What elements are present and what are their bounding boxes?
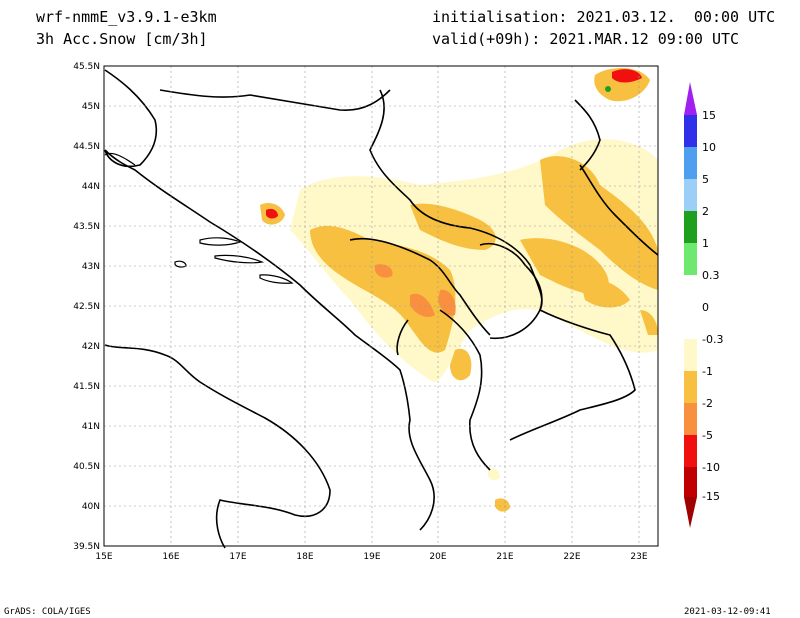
colorbar-label: 1 [702,237,709,250]
colorbar-label: -0.3 [702,333,723,346]
initialisation-time: initialisation: 2021.03.12. 00:00 UTC [432,8,776,26]
lat-tick: 41.5N [73,382,100,392]
lat-tick: 45N [82,102,100,112]
colorbar-label: -2 [702,397,713,410]
colorbar-swatch [684,371,697,403]
footer-timestamp: 2021-03-12-09:41 [684,607,771,617]
colorbar-label: 10 [702,141,716,154]
model-name: wrf-nmmE_v3.9.1-e3km [36,8,217,26]
lon-grid [170,66,640,546]
field-name: 3h Acc.Snow [cm/3h] [36,30,208,48]
lat-tick: 44.5N [73,142,100,152]
lon-tick: 23E [630,552,647,562]
lat-tick: 45.5N [73,62,100,72]
colorbar-swatch [684,147,697,179]
colorbar-swatch [684,467,697,497]
lon-tick: 16E [162,552,179,562]
colorbar-bottom-arrow [684,497,697,528]
colorbar-swatch [684,115,697,147]
colorbar-swatch [684,403,697,435]
colorbar-swatch [684,435,697,467]
lat-tick: 44N [82,182,100,192]
colorbar-swatch [684,179,697,211]
colorbar [684,82,697,528]
lat-tick: 42N [82,342,100,352]
lat-tick: 41N [82,422,100,432]
valid-time: valid(+09h): 2021.MAR.12 09:00 UTC [432,30,740,48]
colorbar-label: 5 [702,173,709,186]
colorbar-label: -15 [702,490,720,503]
lon-tick: 15E [95,552,112,562]
lon-tick: 17E [229,552,246,562]
lon-tick: 22E [563,552,580,562]
lat-tick: 42.5N [73,302,100,312]
coastlines [104,69,659,549]
colorbar-top-arrow [684,82,697,115]
colorbar-label: -10 [702,461,720,474]
lat-tick: 43.5N [73,222,100,232]
lat-tick: 43N [82,262,100,272]
colorbar-label: -5 [702,429,713,442]
colorbar-label: 2 [702,205,709,218]
colorbar-label: -1 [702,365,713,378]
lat-tick: 40.5N [73,462,100,472]
lat-tick: 39.5N [73,542,100,552]
lon-axis: 15E 16E 17E 18E 19E 20E 21E 22E 23E [95,552,647,562]
lat-tick: 40N [82,502,100,512]
colorbar-swatch [684,275,697,307]
colorbar-label: 0.3 [702,269,720,282]
colorbar-label: 15 [702,109,716,122]
lat-axis: 45.5N 45N 44.5N 44N 43.5N 43N 42.5N 42N … [73,62,100,552]
lon-tick: 21E [496,552,513,562]
map-frame [103,65,659,547]
lon-tick: 20E [429,552,446,562]
colorbar-labels: 15 10 5 2 1 0.3 0 -0.3 -1 -2 -5 -10 -15 [702,109,723,503]
lon-tick: 19E [363,552,380,562]
colorbar-swatch [684,211,697,243]
islands [104,152,294,284]
colorbar-swatch [684,243,697,275]
lon-tick: 18E [296,552,313,562]
colorbar-label: 0 [702,301,709,314]
colorbar-swatch [684,339,697,371]
colorbar-swatch [684,307,697,339]
footer-credit: GrADS: COLA/IGES [4,607,91,617]
lat-grid [104,105,658,507]
